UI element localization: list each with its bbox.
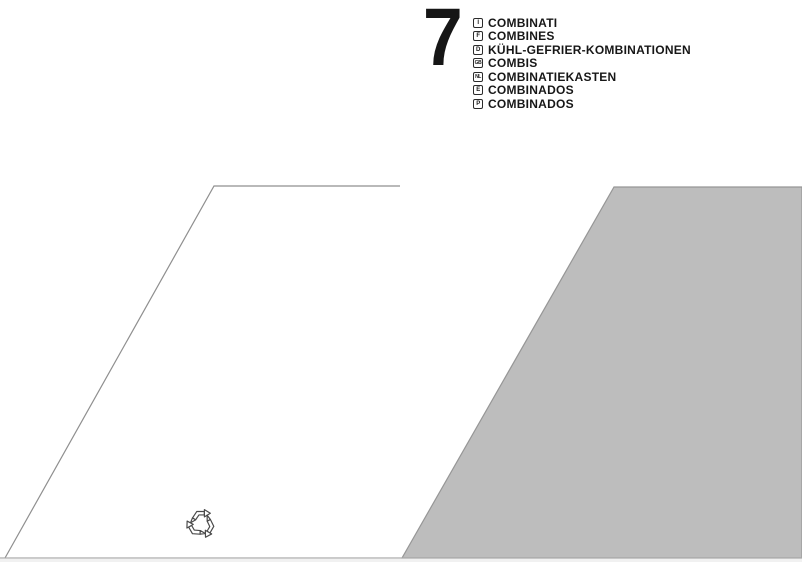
language-code-badge: P (473, 98, 483, 109)
white-panel-outline (4, 185, 400, 559)
recycling-icon (183, 508, 220, 541)
language-row: NL COMBINATIEKASTEN (473, 70, 691, 84)
language-row: I COMBINATI (473, 16, 691, 30)
language-label: COMBIS (488, 56, 538, 71)
section-number: 7 (423, 0, 463, 83)
language-label: KÜHL-GEFRIER-KOMBINATIONEN (488, 42, 691, 57)
language-code-badge: E (473, 85, 483, 96)
gray-panel (400, 186, 802, 559)
footer-strip (0, 558, 802, 562)
language-label: COMBINES (488, 29, 555, 44)
language-label: COMBINADOS (488, 96, 574, 111)
language-code-badge: F (473, 31, 483, 42)
language-code-badge: GB (473, 58, 483, 69)
language-row: D KÜHL-GEFRIER-KOMBINATIONEN (473, 43, 691, 57)
language-row: P COMBINADOS (473, 97, 691, 111)
language-code-badge: D (473, 44, 483, 55)
language-row: GB COMBIS (473, 56, 691, 71)
language-label: COMBINATIEKASTEN (488, 69, 617, 84)
language-row: E COMBINADOS (473, 83, 691, 98)
language-list: I COMBINATI F COMBINES D KÜHL-GEFRIER-KO… (473, 16, 691, 111)
language-code-badge: NL (473, 71, 483, 82)
language-code-badge: I (473, 17, 483, 28)
language-label: COMBINADOS (488, 83, 574, 98)
language-label: COMBINATI (488, 15, 558, 30)
language-row: F COMBINES (473, 29, 691, 44)
